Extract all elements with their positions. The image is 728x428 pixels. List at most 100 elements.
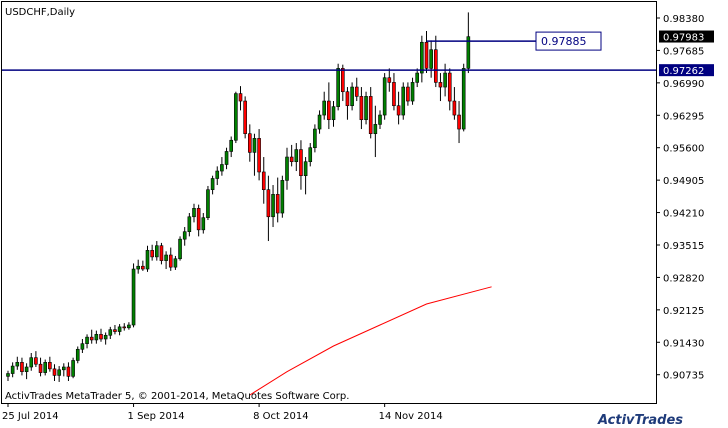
candle [187,213,192,237]
candle [48,356,52,372]
candle-body [145,250,150,270]
candle [350,82,354,111]
candle-body [359,96,364,121]
candle [229,136,233,158]
candle [85,334,89,349]
candle-body [303,161,308,177]
candle [331,101,336,127]
candle-body [308,147,313,163]
candle [466,12,471,74]
candle [433,35,438,88]
candle [10,362,15,378]
candle [113,325,117,335]
candle-body [85,336,89,344]
candle-body [420,41,424,74]
candle-body [433,49,438,83]
candle-body [294,149,299,163]
candle-body [331,106,336,121]
price-tick-label: 0.96990 [663,79,704,90]
candle-body [368,96,373,135]
candle [317,110,322,134]
candle-body [89,336,94,341]
candle-body [20,362,24,372]
candle-body [168,254,173,268]
price-tick-label: 0.95600 [663,144,704,155]
candle-body [71,360,75,377]
candle-body [443,72,447,88]
candle [285,147,289,190]
candle [145,245,150,272]
candle [159,242,164,265]
candle [15,356,20,370]
candle [359,87,364,130]
candle [327,82,331,130]
candle [29,353,34,371]
candle [52,364,57,382]
candle [354,77,359,102]
candle-body [173,258,178,268]
candle [322,91,327,120]
price-tick-label: 0.91430 [663,338,704,349]
candle [429,40,433,78]
candle [457,101,461,144]
candle-body [224,151,229,165]
candle-body [113,329,117,332]
candle-body [354,86,359,97]
candle-body [285,156,289,181]
candle-body [378,114,382,125]
candle [173,255,178,270]
candle-body [261,171,266,191]
candle [6,370,10,382]
candle [266,175,271,242]
candle-body [447,72,452,102]
candle-body [57,369,61,376]
candle-body [461,68,466,130]
candle-body [43,362,48,373]
candle-body [415,72,420,83]
candle [61,363,66,377]
candle-body [406,86,410,102]
horizontal-lines: 0.97885 [2,31,656,71]
candlestick-series [6,12,471,382]
candle-body [466,36,471,69]
candle [336,63,340,111]
candle-body [131,268,136,326]
candle [368,87,373,139]
candle [94,330,99,344]
candle [299,140,303,190]
candle-body [29,357,34,368]
candle-body [313,128,317,149]
price-tick-label: 0.94905 [663,176,704,187]
candle [117,324,122,336]
chart-title: USDCHF,Daily [5,7,75,18]
candle-body [289,156,294,163]
candle [415,68,420,88]
candle-body [136,265,140,270]
price-tick-label: 0.97685 [663,46,704,57]
time-axis: 25 Jul 2014 1 Sep 2014 8 Oct 2014 14 Nov 20… [2,403,443,422]
candle [122,323,127,331]
candle-body [75,348,80,361]
candle [196,204,201,237]
candle-body [164,254,168,261]
time-tick-label: 14 Nov 2014 [379,411,443,422]
candle-body [252,138,257,153]
candle [192,203,196,223]
candle-body [117,326,122,332]
candle [127,322,131,330]
candle [438,73,443,102]
candle-body [248,133,252,153]
candle-body [201,217,206,231]
candle-body [429,49,433,69]
candle [201,213,206,234]
candle-body [24,366,29,372]
candle-body [322,100,327,116]
price-tick-label: 0.96295 [663,111,704,122]
candle [66,362,71,382]
candle-body [243,100,247,135]
candle-body [229,139,233,152]
candle [452,87,457,120]
candle-body [150,250,154,258]
candle-body [141,265,145,270]
